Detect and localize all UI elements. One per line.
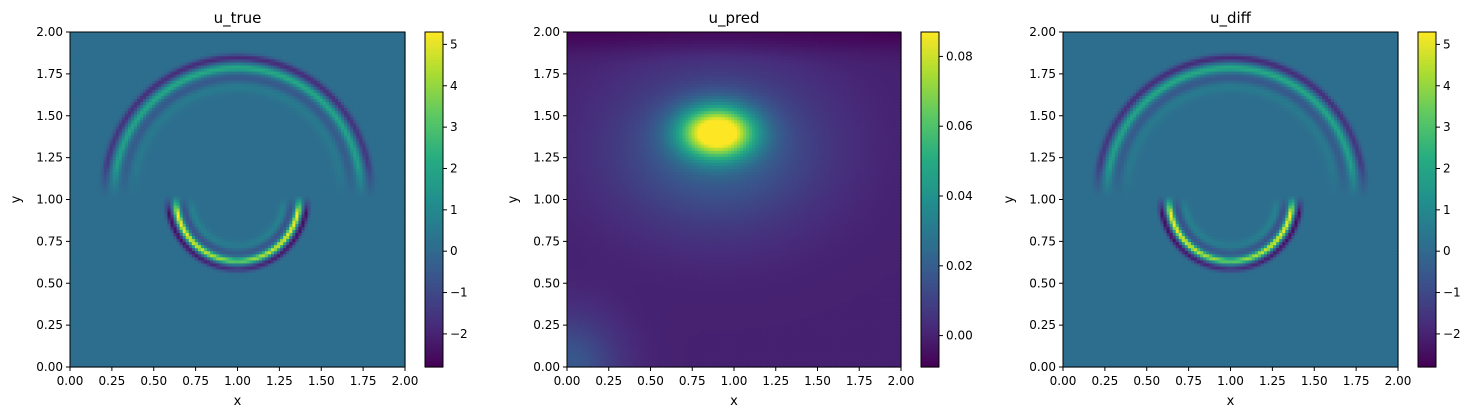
u_true-heatmap bbox=[70, 32, 406, 368]
